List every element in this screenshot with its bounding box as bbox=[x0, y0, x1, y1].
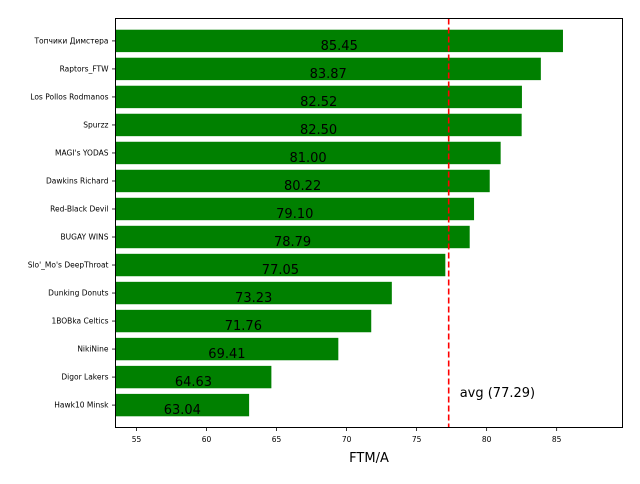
x-ticks: 55 60 65 70 75 80 85 bbox=[132, 427, 562, 444]
y-tick-label: Spurzz bbox=[83, 120, 108, 129]
y-tick-label: MAGI's YODAS bbox=[55, 148, 109, 157]
bar bbox=[115, 85, 522, 109]
bar bbox=[115, 225, 470, 249]
value-label: 79.10 bbox=[276, 207, 313, 222]
value-label: 78.79 bbox=[274, 235, 311, 250]
y-tick-label: BUGAY WINS bbox=[61, 233, 109, 242]
y-tick-label: 1BOBka Celtics bbox=[51, 317, 108, 326]
bars-group bbox=[115, 29, 563, 417]
value-label: 82.52 bbox=[300, 95, 337, 110]
value-label: 64.63 bbox=[175, 375, 212, 390]
y-tick-label: Digor Lakers bbox=[61, 373, 108, 382]
x-tick-label: 80 bbox=[482, 435, 492, 444]
x-tick-label: 65 bbox=[272, 435, 282, 444]
y-tick-label: Dawkins Richard bbox=[46, 176, 109, 185]
x-axis-label: FTM/A bbox=[349, 451, 389, 466]
x-tick-label: 60 bbox=[202, 435, 212, 444]
bar bbox=[115, 309, 372, 333]
bar bbox=[115, 197, 475, 221]
y-tick-label: Raptors_FTW bbox=[60, 64, 109, 73]
y-tick-labels: Топчики Димстера Raptors_FTW Los Pollos Ro… bbox=[28, 36, 116, 410]
y-tick-label: Hawk10 Minsk bbox=[54, 401, 109, 410]
value-label: 83.87 bbox=[310, 67, 347, 82]
value-label: 81.00 bbox=[289, 151, 326, 166]
plot-frame bbox=[115, 18, 623, 428]
bar bbox=[115, 29, 563, 53]
bar bbox=[115, 281, 392, 305]
bar bbox=[115, 393, 250, 417]
value-label: 73.23 bbox=[235, 291, 272, 306]
bar bbox=[115, 113, 522, 137]
x-tick-label: 75 bbox=[412, 435, 422, 444]
bar bbox=[115, 169, 490, 193]
bar bbox=[115, 337, 339, 361]
bar bbox=[115, 253, 446, 277]
bar bbox=[115, 365, 272, 389]
bar bbox=[115, 141, 501, 165]
value-labels: 85.45 83.87 82.52 82.50 81.00 80.22 79.10 78.79… bbox=[164, 39, 358, 418]
value-label: 77.05 bbox=[262, 263, 299, 278]
value-label: 85.45 bbox=[321, 39, 358, 54]
y-tick-label: NikiNine bbox=[77, 345, 109, 354]
y-tick-label: Slo'_Mo's DeepThroat bbox=[28, 261, 109, 270]
value-label: 63.04 bbox=[164, 403, 201, 418]
y-tick-label: Топчики Димстера bbox=[33, 36, 108, 45]
value-label: 82.50 bbox=[300, 123, 337, 138]
y-tick-label: Los Pollos Rodmanos bbox=[30, 92, 108, 101]
y-tick-label: Dunking Donuts bbox=[48, 289, 108, 298]
bar bbox=[115, 57, 541, 81]
x-tick-label: 55 bbox=[132, 435, 142, 444]
value-label: 80.22 bbox=[284, 179, 321, 194]
value-label: 71.76 bbox=[225, 319, 262, 334]
x-tick-label: 85 bbox=[552, 435, 562, 444]
x-tick-label: 70 bbox=[342, 435, 352, 444]
average-label: avg (77.29) bbox=[460, 386, 535, 401]
y-tick-label: Red-Black Devil bbox=[50, 204, 108, 213]
value-label: 69.41 bbox=[208, 347, 245, 362]
